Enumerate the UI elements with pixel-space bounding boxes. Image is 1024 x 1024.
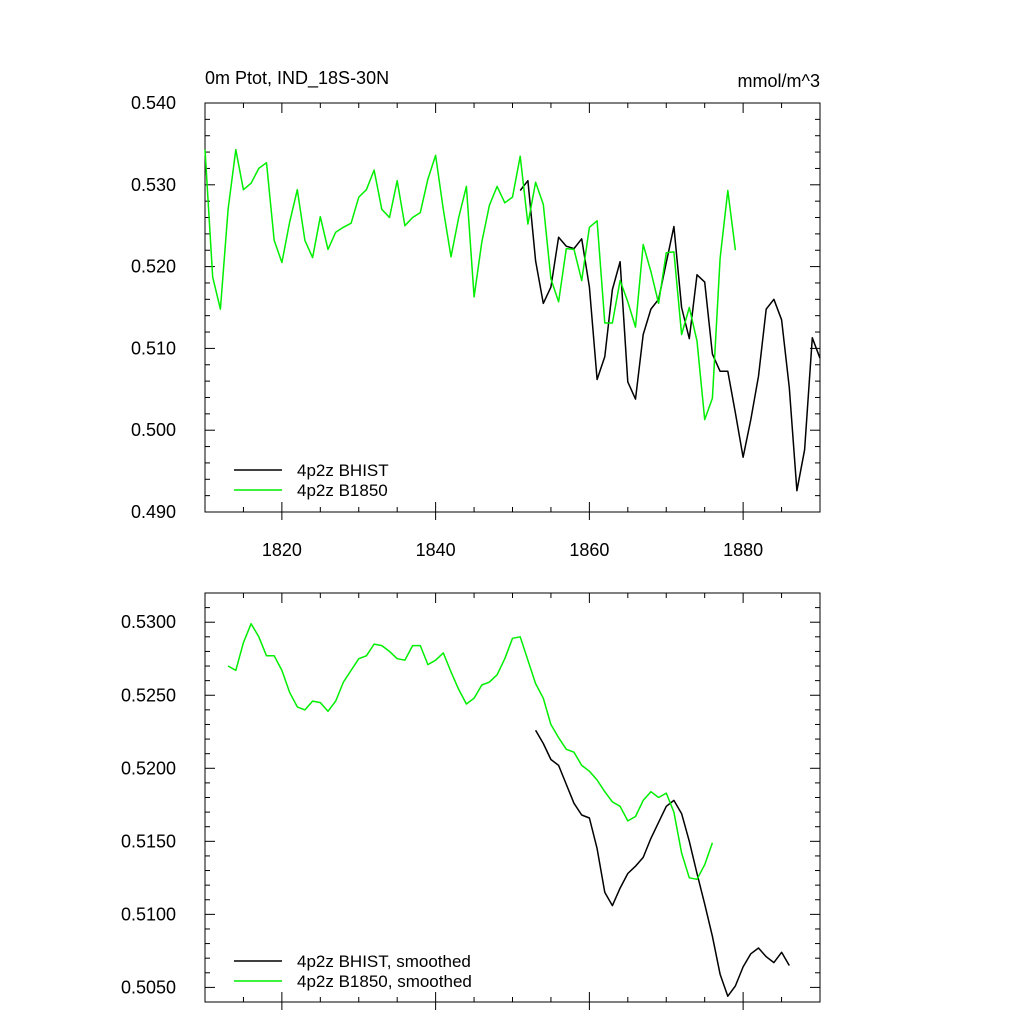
y-tick-label: 0.5250 (121, 685, 176, 705)
x-tick-label: 1820 (262, 540, 302, 560)
bottom-panel-axes: 0.5050 0.5100 0.5150 0.5200 0.5250 0.5300 (121, 592, 821, 1010)
legend-label-b1850-smoothed: 4p2z B1850, smoothed (297, 972, 472, 991)
legend-label-bhist: 4p2z BHIST (297, 461, 389, 480)
y-tick-label: 0.500 (131, 420, 176, 440)
y-tick-label: 0.5100 (121, 904, 176, 924)
y-tick-label: 0.5300 (121, 612, 176, 632)
legend-label-bhist-smoothed: 4p2z BHIST, smoothed (297, 952, 471, 971)
y-tick-label: 0.510 (131, 338, 176, 358)
x-tick-label: 1860 (569, 540, 609, 560)
series-line-bhist (534, 729, 790, 997)
top-panel-axes: 1820 1840 1860 1880 0.490 0.500 0.510 0.520 0.53… (131, 93, 821, 560)
bottom-panel-series (227, 622, 790, 997)
top-panel-series (204, 148, 821, 492)
y-tick-label: 0.5200 (121, 758, 176, 778)
y-tick-label: 0.520 (131, 257, 176, 277)
bottom-panel: 0.5050 0.5100 0.5150 0.5200 0.5250 0.5300 4p2… (121, 592, 821, 1010)
bottom-panel-legend: 4p2z BHIST, smoothed 4p2z B1850, smoothe… (234, 952, 472, 991)
y-tick-label: 0.490 (131, 502, 176, 522)
top-panel: 0m Ptot, IND_18S-30N mmol/m^3 1820 1840 18… (131, 68, 821, 560)
top-panel-legend: 4p2z BHIST 4p2z B1850 (234, 461, 389, 500)
series-line-b1850 (204, 148, 737, 421)
top-panel-units: mmol/m^3 (738, 71, 820, 91)
x-tick-label: 1880 (723, 540, 763, 560)
y-tick-label: 0.5150 (121, 831, 176, 851)
x-tick-label: 1840 (416, 540, 456, 560)
y-tick-label: 0.5050 (121, 977, 176, 997)
series-line-b1850 (227, 622, 714, 881)
y-tick-label: 0.530 (131, 175, 176, 195)
top-panel-title: 0m Ptot, IND_18S-30N (205, 68, 389, 89)
series-line-bhist (519, 179, 821, 492)
y-tick-label: 0.540 (131, 93, 176, 113)
legend-label-b1850: 4p2z B1850 (297, 481, 388, 500)
